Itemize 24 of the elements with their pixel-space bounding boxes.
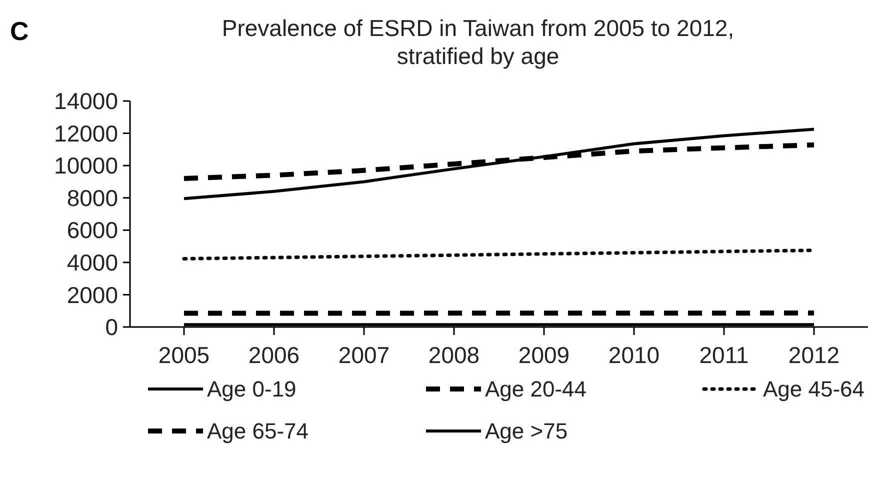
y-tick-label: 2000 <box>66 282 118 308</box>
x-tick-label: 2006 <box>248 342 300 368</box>
line-series <box>182 128 816 200</box>
legend-label: Age 0-19 <box>207 376 296 402</box>
y-tick-label: 0 <box>105 314 118 340</box>
y-tick-label: 6000 <box>66 217 118 244</box>
x-tick-label: 2007 <box>338 342 390 368</box>
legend-label: Age >75 <box>485 418 568 444</box>
x-tick-label: 2005 <box>158 342 210 368</box>
y-tick-label: 14000 <box>54 88 118 114</box>
chart-title: Prevalence of ESRD in Taiwan from 2005 to 2012, stratified by age <box>222 15 734 69</box>
x-tick-label: 2011 <box>699 342 749 368</box>
y-tick-label: 12000 <box>54 120 118 146</box>
y-tick-label: 4000 <box>66 249 118 276</box>
x-tick-label: 2010 <box>608 342 660 368</box>
y-tick-label: 8000 <box>66 184 118 211</box>
legend-label: Age 45-64 <box>763 376 865 402</box>
x-tick-label: 2009 <box>518 342 570 368</box>
x-tick-label: 2008 <box>428 342 480 368</box>
text: C <box>10 16 29 46</box>
legend-label: Age 20-44 <box>485 376 587 402</box>
x-tick-label: 2012 <box>788 342 840 368</box>
y-tick-label: 10000 <box>54 152 118 179</box>
legend-label: Age 65-74 <box>207 418 309 444</box>
